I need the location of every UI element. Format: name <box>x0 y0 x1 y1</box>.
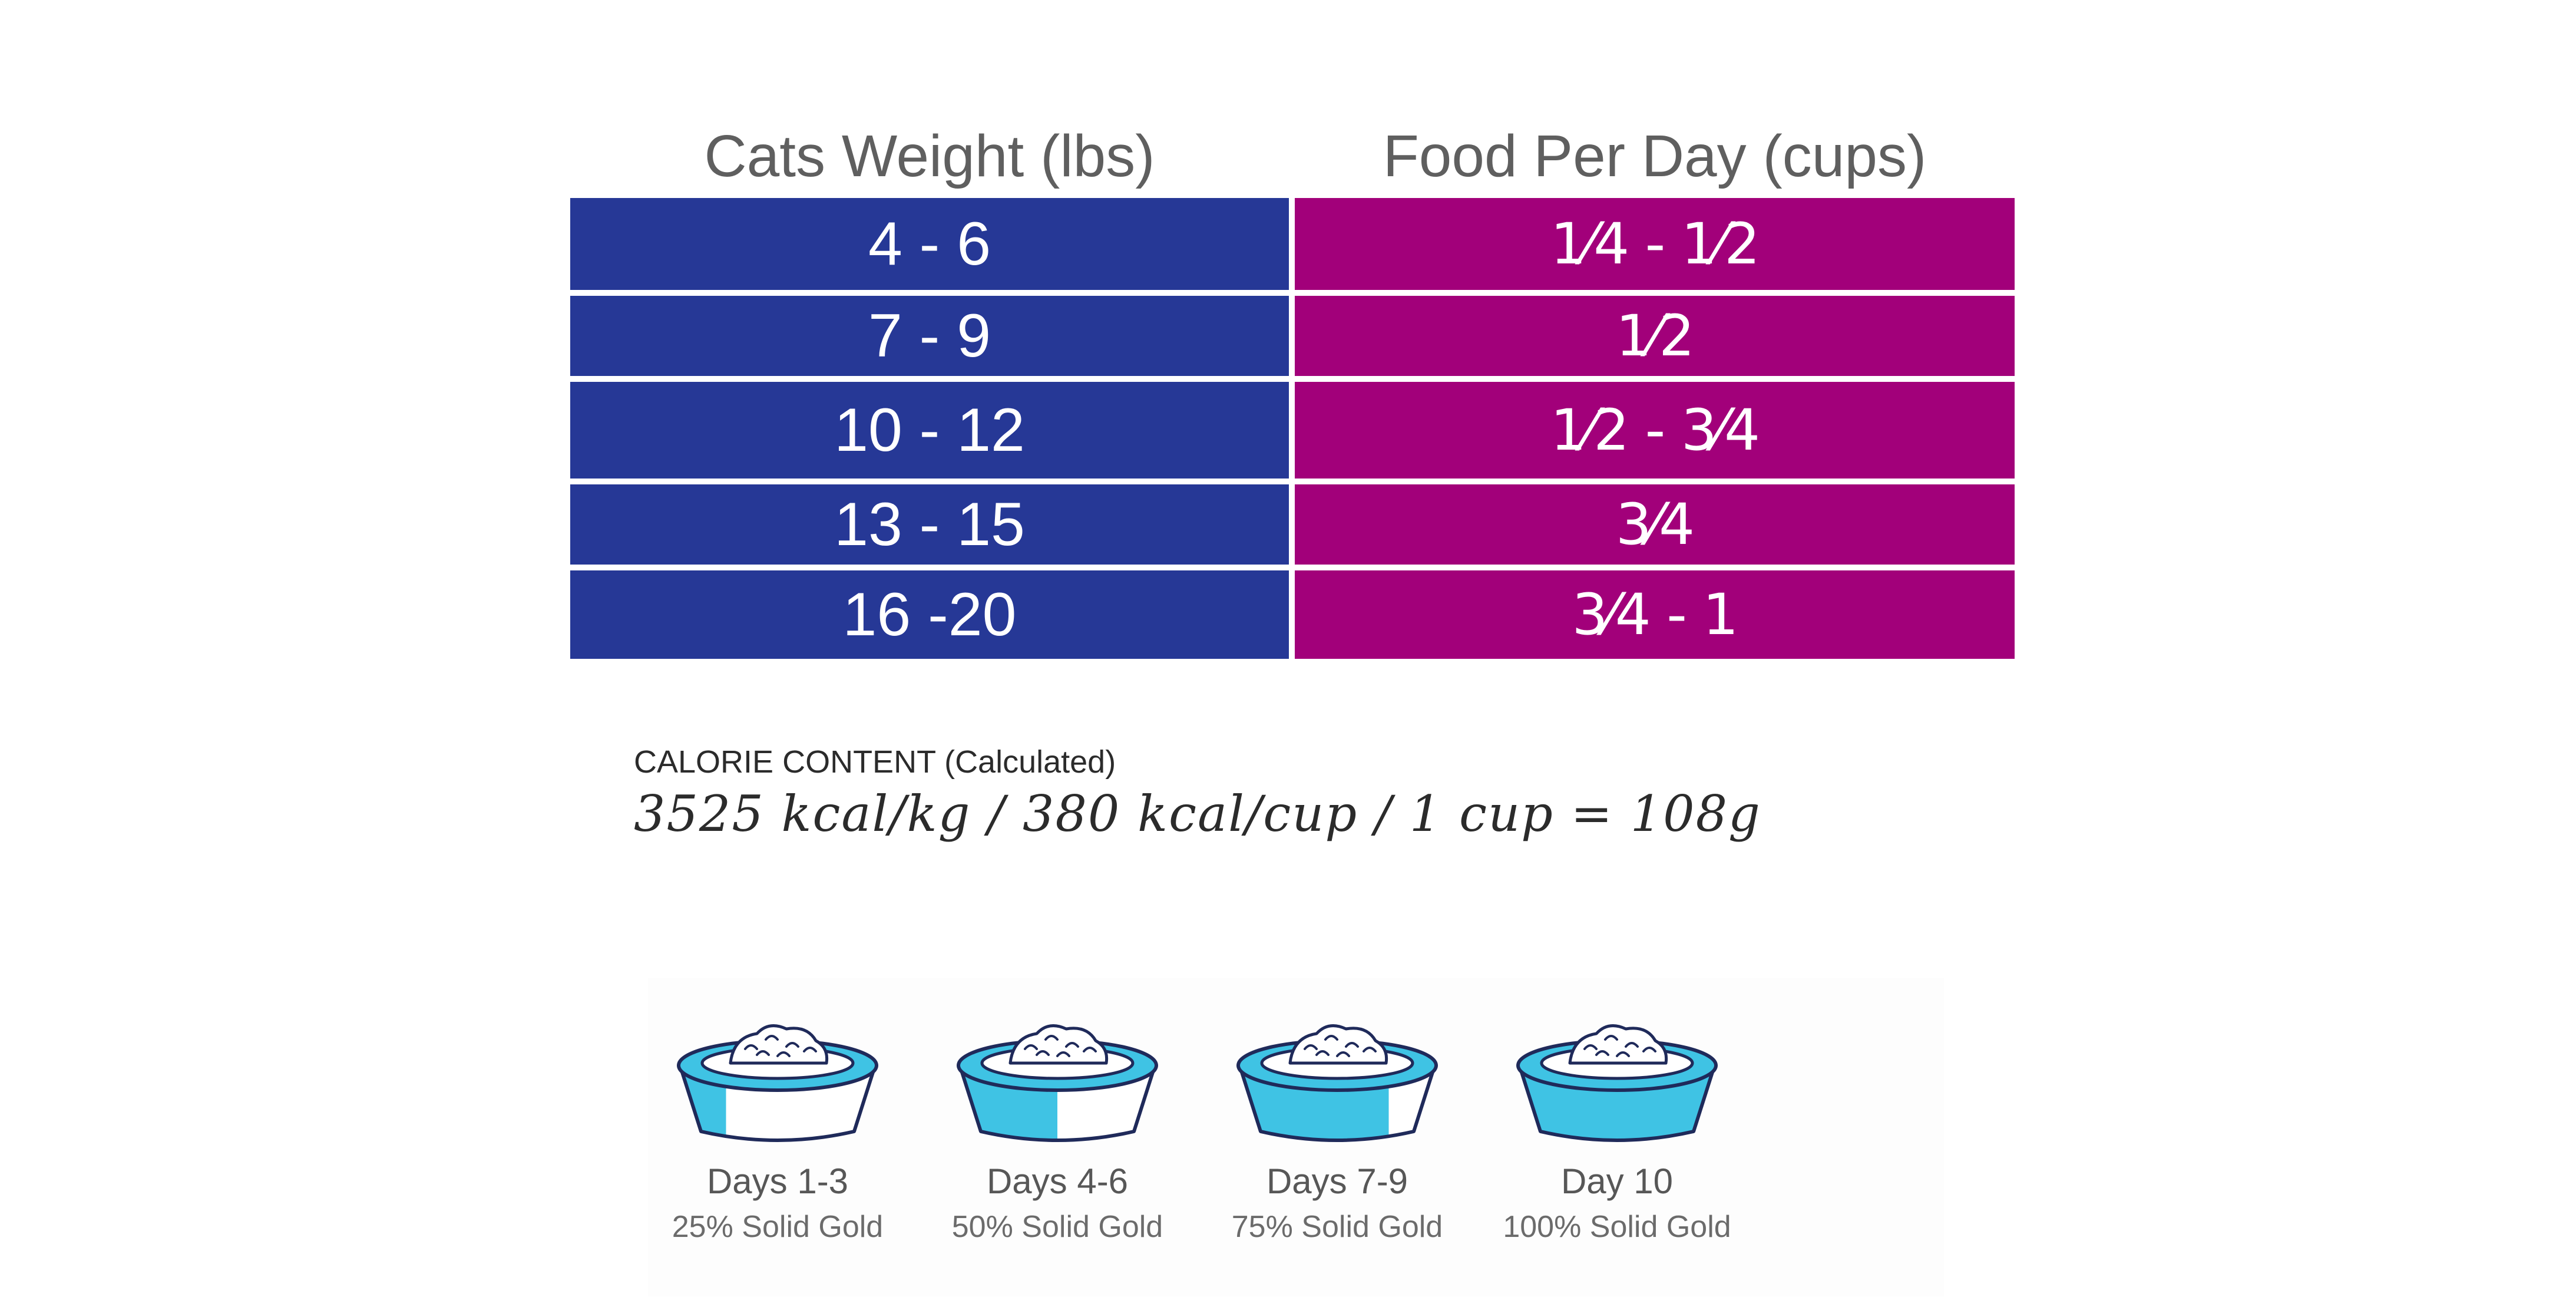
kibble <box>1363 1047 1377 1052</box>
kibble <box>1604 1035 1618 1041</box>
kibble <box>1083 1047 1097 1052</box>
transition-step: Days 4-6 50% Solid Gold <box>928 978 1187 1296</box>
transition-step: Days 1-3 25% Solid Gold <box>648 978 907 1296</box>
transition-step: Days 7-9 75% Solid Gold <box>1208 978 1467 1296</box>
bowl-drawing <box>1516 1024 1718 1142</box>
step-percent-label: 25% Solid Gold <box>672 1210 884 1244</box>
kibble <box>803 1047 817 1052</box>
food-cell: 1⁄4 - 1⁄2 <box>1295 198 2015 290</box>
kibble <box>1336 1051 1350 1057</box>
food-cell: 1⁄2 <box>1295 296 2015 376</box>
kibble <box>1065 1042 1079 1048</box>
transition-step: Day 10 100% Solid Gold <box>1487 978 1747 1296</box>
kibble <box>785 1042 799 1048</box>
food-cell: 1⁄2 - 3⁄4 <box>1295 382 2015 479</box>
kibble <box>1583 1044 1598 1050</box>
kibble <box>1642 1047 1656 1052</box>
step-percent-label: 50% Solid Gold <box>951 1210 1163 1244</box>
weight-cell: 4 - 6 <box>570 198 1289 290</box>
kibble <box>776 1051 791 1057</box>
food-mound <box>1568 1024 1668 1065</box>
kibble <box>1595 1050 1609 1056</box>
food-bowl-icon <box>1514 1014 1720 1155</box>
food-bowl-icon <box>674 1014 881 1155</box>
weight-column-header: Cats Weight (lbs) <box>704 123 1155 189</box>
kibble <box>1024 1044 1038 1050</box>
food-cell: 3⁄4 <box>1295 484 2015 565</box>
kibble <box>765 1035 779 1041</box>
food-cell: 3⁄4 - 1 <box>1295 570 2015 659</box>
food-bowl-icon <box>1234 1014 1440 1155</box>
bowl-drawing <box>957 1024 1158 1142</box>
kibble <box>1324 1035 1338 1041</box>
step-day-label: Days 1-3 <box>706 1161 849 1201</box>
food-bowl-icon <box>954 1014 1160 1155</box>
kibble <box>1304 1044 1318 1050</box>
transition-schedule: Days 1-3 25% Solid Gold Days 4-6 50% Sol… <box>648 978 1944 1296</box>
weight-cell: 7 - 9 <box>570 296 1289 376</box>
weight-cell: 13 - 15 <box>570 484 1289 565</box>
kibble <box>1616 1051 1630 1057</box>
bowl-drawing <box>1236 1024 1438 1142</box>
kibble <box>1315 1050 1330 1056</box>
step-percent-label: 100% Solid Gold <box>1503 1210 1731 1244</box>
kibble <box>1056 1051 1070 1057</box>
kibble <box>1044 1035 1059 1041</box>
food-column-header: Food Per Day (cups) <box>1383 123 1927 189</box>
kibble <box>1345 1042 1359 1048</box>
food-mound <box>1008 1024 1109 1065</box>
calorie-content-title: CALORIE CONTENT (Calculated) <box>634 744 1116 780</box>
weight-cell: 16 -20 <box>570 570 1289 659</box>
kibble <box>1036 1050 1050 1056</box>
kibble <box>744 1044 758 1050</box>
bowl-drawing <box>677 1024 878 1142</box>
food-mound <box>1288 1024 1388 1065</box>
weight-cell: 10 - 12 <box>570 382 1289 479</box>
step-percent-label: 75% Solid Gold <box>1231 1210 1443 1244</box>
kibble <box>1625 1042 1639 1048</box>
step-day-label: Day 10 <box>1560 1161 1674 1201</box>
kibble <box>756 1050 770 1056</box>
step-day-label: Days 7-9 <box>1266 1161 1408 1201</box>
food-mound <box>729 1024 829 1065</box>
calorie-content-value: 3525 kcal/kg / 380 kcal/cup / 1 cup = 10… <box>634 785 1761 843</box>
step-day-label: Days 4-6 <box>986 1161 1129 1201</box>
